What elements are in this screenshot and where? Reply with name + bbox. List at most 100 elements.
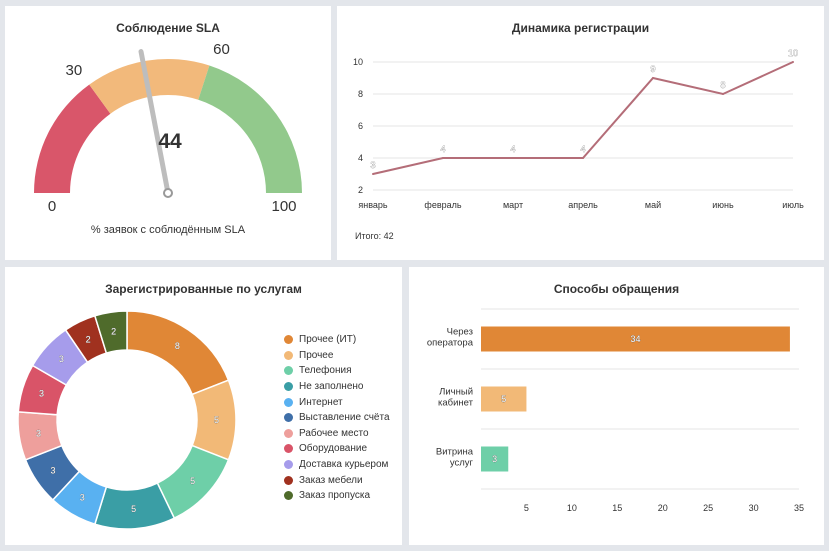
legend-item[interactable]: Заказ мебели <box>284 472 390 488</box>
gauge-subtitle: % заявок с соблюдённым SLA <box>91 224 246 236</box>
legend-swatch <box>284 428 293 438</box>
legend-swatch <box>284 491 293 501</box>
donut-data-label: 3 <box>36 428 41 438</box>
legend-item[interactable]: Не заполнено <box>284 379 390 395</box>
donut-panel: Зарегистрированные по услугам 8 5 5 5 3 3 3 3 3 2… <box>5 267 402 545</box>
legend-item[interactable]: Выставление счёта <box>284 410 390 426</box>
bar-x-tick-label: 10 <box>567 503 577 513</box>
donut-data-label: 3 <box>59 354 64 364</box>
line-data-label: 4 <box>510 144 515 154</box>
legend-swatch <box>284 366 293 376</box>
donut-data-label: 3 <box>39 389 44 399</box>
legend-item[interactable]: Рабочее место <box>284 426 390 442</box>
bar-category-label: Через <box>447 327 473 338</box>
line-total: Итого: 42 <box>355 231 394 241</box>
line-data-label: 9 <box>650 64 655 74</box>
legend-swatch <box>284 335 293 345</box>
line-y-tick-label: 4 <box>358 153 363 163</box>
bar-x-tick-label: 30 <box>749 503 759 513</box>
donut-chart: 8 5 5 5 3 3 3 3 3 2 2 <box>17 310 237 530</box>
gauge-band-0 <box>34 84 111 193</box>
bar-x-tick-label: 25 <box>703 503 713 513</box>
gauge-tick-label: 60 <box>213 41 230 58</box>
line-panel: Динамика регистрации 2 4 6 8 10 январь февраль… <box>337 6 824 260</box>
legend-swatch <box>284 397 293 407</box>
bar-data-label: 5 <box>501 394 506 404</box>
legend-label: Телефония <box>299 365 352 377</box>
line-chart: 2 4 6 8 10 январь февраль март апрель май июнь июль… <box>353 48 804 210</box>
donut-data-label: 2 <box>86 334 91 344</box>
legend-label: Выставление счёта <box>299 412 390 424</box>
bar-x-tick-label: 15 <box>612 503 622 513</box>
line-y-tick-label: 6 <box>358 121 363 131</box>
legend-item[interactable]: Оборудование <box>284 441 390 457</box>
bar-category-label: услуг <box>450 458 474 469</box>
bar <box>481 386 527 412</box>
donut-data-label: 3 <box>51 465 56 475</box>
legend-item[interactable]: Заказ пропуска <box>284 488 390 504</box>
legend-label: Заказ мебели <box>299 474 363 486</box>
bar-panel: Способы обращения 5 10 15 20 25 30 35 34 Через оп… <box>409 267 824 545</box>
legend-label: Прочее <box>299 349 334 361</box>
bar-x-tick-label: 5 <box>524 503 529 513</box>
line-y-tick-label: 10 <box>353 57 363 67</box>
donut-data-label: 5 <box>214 415 219 425</box>
legend-label: Прочее (ИТ) <box>299 334 357 346</box>
line-data-label: 3 <box>370 160 375 170</box>
legend-label: Не заполнено <box>299 381 364 393</box>
gauge-tick-label: 30 <box>65 62 82 79</box>
line-y-tick-label: 8 <box>358 89 363 99</box>
bar <box>481 326 790 352</box>
donut-data-label: 3 <box>80 493 85 503</box>
line-x-tick-label: апрель <box>568 200 598 210</box>
line-y-tick-label: 2 <box>358 185 363 195</box>
donut-slice <box>126 310 230 396</box>
legend-swatch <box>284 413 293 423</box>
donut-data-label: 5 <box>190 476 195 486</box>
line-data-label: 4 <box>580 144 585 154</box>
legend-label: Интернет <box>299 396 343 408</box>
donut-title: Зарегистрированные по услугам <box>105 282 302 296</box>
donut-legend: Прочее (ИТ) Прочее Телефония Не заполнено Ин… <box>284 332 390 504</box>
line-point <box>372 173 374 175</box>
line-x-tick-label: январь <box>358 200 388 210</box>
legend-item[interactable]: Прочее (ИТ) <box>284 332 390 348</box>
donut-data-label: 8 <box>175 341 180 351</box>
bar-x-tick-label: 35 <box>794 503 804 513</box>
line-point <box>582 157 584 159</box>
legend-item[interactable]: Телефония <box>284 363 390 379</box>
bar-data-label: 3 <box>492 454 497 464</box>
donut-data-label: 2 <box>111 326 116 336</box>
legend-label: Рабочее место <box>299 427 369 439</box>
line-point <box>512 157 514 159</box>
donut-data-label: 5 <box>131 504 136 514</box>
line-x-tick-label: июнь <box>712 200 734 210</box>
gauge-tick-label: 0 <box>48 198 56 215</box>
legend-swatch <box>284 350 293 360</box>
gauge-value: 44 <box>158 130 182 153</box>
legend-item[interactable]: Доставка курьером <box>284 457 390 473</box>
legend-item[interactable]: Интернет <box>284 394 390 410</box>
bar-data-label: 34 <box>630 334 640 344</box>
line-data-label: 8 <box>720 80 725 90</box>
line-point <box>652 77 654 79</box>
gauge-title: Соблюдение SLA <box>116 21 220 35</box>
gauge-band-2 <box>198 65 302 193</box>
gauge-panel: Соблюдение SLA 0 30 60 100 44 % заявок с собл… <box>5 6 331 260</box>
bar-title: Способы обращения <box>553 282 680 296</box>
legend-item[interactable]: Прочее <box>284 348 390 364</box>
donut-slice <box>93 310 128 355</box>
line-x-tick-label: февраль <box>424 200 461 210</box>
legend-swatch <box>284 382 293 392</box>
gauge-tick-label: 100 <box>271 198 296 215</box>
line-data-label: 10 <box>788 48 798 58</box>
line-point <box>722 93 724 95</box>
line-x-tick-label: май <box>645 200 661 210</box>
line-x-tick-label: июль <box>782 200 804 210</box>
gauge-needle <box>138 49 171 196</box>
line-data-label: 4 <box>440 144 445 154</box>
legend-swatch <box>284 444 293 454</box>
line-point <box>442 157 444 159</box>
line-title: Динамика регистрации <box>511 21 650 35</box>
